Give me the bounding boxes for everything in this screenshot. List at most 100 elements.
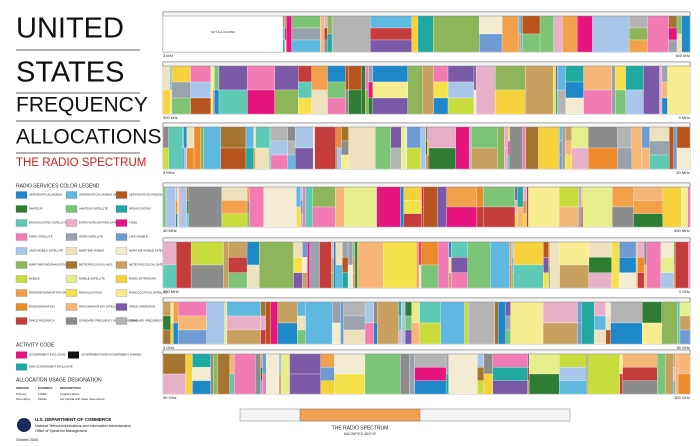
allocation-block — [372, 81, 409, 99]
allocation-block — [331, 257, 334, 273]
allocation-block — [448, 353, 478, 395]
allocation-block — [668, 27, 678, 41]
allocation-block — [293, 257, 303, 273]
allocation-block — [619, 353, 623, 375]
allocation-block — [249, 186, 264, 228]
allocation-block — [302, 272, 308, 289]
legend-swatch — [15, 317, 28, 325]
allocation-block — [633, 200, 663, 214]
legend-label: AERONAUTICAL MOBILE — [29, 193, 62, 197]
allocation-block — [619, 241, 637, 258]
allocation-block — [559, 353, 587, 368]
allocation-block — [667, 65, 691, 115]
allocation-block — [660, 241, 674, 258]
allocation-block — [411, 15, 419, 53]
allocation-block — [527, 380, 530, 395]
allocation-block — [335, 186, 345, 228]
allocation-block — [418, 241, 422, 266]
allocation-block — [314, 126, 336, 170]
allocation-block — [307, 241, 310, 289]
allocation-block — [578, 206, 582, 228]
allocation-block — [661, 97, 668, 115]
band-header — [162, 237, 691, 243]
allocation-block — [423, 186, 438, 228]
allocation-block — [425, 154, 428, 170]
allocation-block — [501, 15, 519, 53]
allocation-block — [331, 15, 371, 53]
allocation-block — [302, 257, 308, 273]
allocation-block — [577, 322, 582, 345]
allocation-block — [446, 206, 478, 228]
allocation-block — [246, 186, 250, 201]
allocation-block — [508, 140, 510, 156]
allocation-block — [370, 39, 412, 53]
allocation-block — [176, 241, 192, 289]
allocation-block — [260, 315, 266, 331]
legend-swatch — [65, 191, 78, 199]
allocation-block — [226, 315, 261, 331]
allocation-block — [492, 367, 528, 381]
allocation-block — [528, 373, 560, 395]
allocation-block — [332, 301, 341, 324]
legend-swatch — [15, 303, 28, 311]
legend-label: BROADCASTING — [129, 207, 151, 211]
allocation-block — [628, 27, 648, 41]
allocation-block — [286, 15, 292, 53]
legend-label: MARITIME MOBILE SATELLITE — [129, 249, 169, 253]
allocation-block — [646, 241, 662, 289]
allocation-block — [221, 186, 248, 201]
allocation-block — [296, 206, 301, 228]
allocation-block — [373, 322, 378, 345]
band-start-label: 300 MHz — [163, 289, 179, 294]
band-end-label: 300 MHz — [674, 228, 690, 233]
allocation-block — [405, 126, 408, 170]
allocation-block — [260, 367, 263, 381]
legend-swatch — [15, 247, 28, 255]
legend-label: LAND MOBILE — [129, 235, 148, 239]
allocation-block — [542, 322, 578, 345]
allocation-block — [643, 241, 647, 266]
allocation-block — [677, 373, 691, 395]
allocation-block — [370, 15, 412, 29]
legend-swatch — [115, 275, 128, 283]
allocation-block — [615, 65, 626, 91]
allocation-block — [312, 186, 336, 208]
allocation-block — [327, 81, 346, 99]
allocation-block — [177, 186, 180, 228]
allocation-block — [342, 272, 349, 289]
allocation-block — [661, 81, 668, 99]
allocation-block — [610, 301, 643, 324]
allocation-block — [182, 147, 185, 170]
allocation-block — [407, 65, 423, 115]
allocation-block — [577, 301, 582, 324]
allocation-block — [421, 186, 424, 208]
allocation-block — [162, 353, 186, 375]
legend-swatch — [115, 289, 128, 297]
allocation-block — [255, 353, 261, 395]
allocation-block — [169, 89, 172, 115]
allocation-block — [495, 89, 526, 115]
allocation-block — [571, 126, 589, 149]
allocation-block — [253, 147, 256, 170]
title-line: STATES — [16, 57, 125, 89]
allocation-block — [433, 97, 449, 115]
legend-label: METEOROLOGICAL AIDS — [79, 263, 112, 267]
allocation-block — [263, 186, 297, 228]
band-header — [162, 182, 691, 188]
allocation-block — [673, 353, 676, 368]
legend-label: EARTH EXPLORATION SATELLITE — [79, 221, 124, 225]
allocation-block — [509, 241, 513, 266]
allocation-block — [411, 322, 420, 345]
legend-label: AERONAUTICAL RADIONAVIGATION — [129, 193, 177, 197]
allocation-block — [661, 65, 668, 83]
legend-label: RADIODETERMINATION SATELLITE — [29, 291, 76, 295]
allocation-block — [390, 147, 402, 170]
allocation-block — [162, 301, 171, 317]
activity-swatch — [16, 351, 27, 359]
allocation-block — [528, 186, 560, 228]
allocation-block — [479, 15, 503, 35]
usage-column: SERVICE — [16, 386, 29, 390]
allocation-block — [282, 39, 285, 53]
allocation-block — [183, 126, 187, 149]
allocation-block — [341, 154, 349, 170]
